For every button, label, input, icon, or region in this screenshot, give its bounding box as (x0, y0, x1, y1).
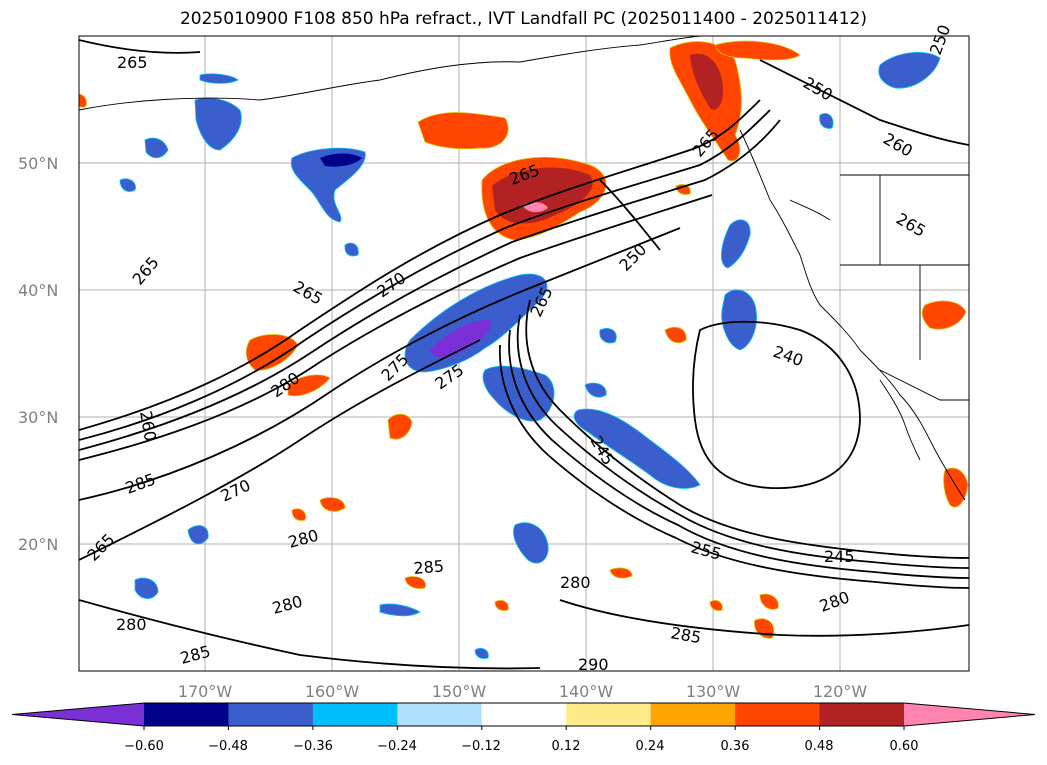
shaded-anomaly-field (79, 40, 969, 659)
positive-anomaly-region (609, 567, 633, 579)
negative-anomaly-region (144, 137, 169, 159)
negative-anomaly-region (721, 289, 757, 351)
contour-label: 285 (413, 556, 445, 578)
colorbar-tick-label: 0.48 (805, 739, 834, 754)
positive-anomaly-region (417, 112, 509, 150)
positive-anomaly-region (79, 93, 87, 108)
lat-label-50n: 50°N (18, 154, 58, 173)
colorbar-segment (144, 703, 229, 726)
positive-anomaly-region (759, 593, 779, 610)
negative-anomaly-core (430, 319, 491, 358)
colorbar-tick-label: −0.36 (293, 739, 333, 754)
latitude-labels: 50°N 40°N 30°N 20°N (18, 154, 58, 554)
positive-anomaly-region (319, 497, 346, 512)
negative-anomaly-region (599, 327, 617, 344)
negative-anomaly-region (290, 147, 366, 223)
positive-anomaly-region (291, 508, 307, 521)
negative-anomaly-region (474, 648, 489, 659)
positive-anomaly-region (943, 467, 969, 508)
lon-label-160w: 160°W (305, 682, 360, 701)
negative-anomaly-region (584, 382, 607, 398)
negative-anomaly-region (573, 408, 701, 489)
lon-label-130w: 130°W (686, 682, 741, 701)
positive-anomaly-region (404, 576, 426, 589)
positive-anomaly-region (709, 600, 723, 611)
positive-anomaly-core (690, 53, 724, 110)
colorbar-segment (312, 703, 398, 726)
colorbar-ticks (143, 726, 905, 730)
colorbar-segment (566, 703, 652, 726)
positive-anomaly-region (664, 326, 687, 344)
map-title: 2025010900 F108 850 hPa refract., IVT La… (179, 9, 867, 29)
positive-anomaly-region (921, 300, 967, 330)
colorbar-tick-label: −0.24 (377, 739, 417, 754)
colorbar-tick-label: 0.12 (552, 739, 581, 754)
colorbar-segment (397, 703, 483, 726)
lon-label-120w: 120°W (813, 682, 868, 701)
colorbar-segment (819, 703, 905, 726)
colorbar-tick-label: 0.36 (721, 739, 750, 754)
colorbar-tick-label: 0.60 (890, 739, 919, 754)
colorbar-tick-label: −0.48 (208, 739, 248, 754)
negative-anomaly-region (721, 219, 751, 269)
colorbar-tick-label: −0.12 (461, 739, 501, 754)
negative-anomaly-region (819, 113, 834, 129)
negative-anomaly-region (199, 73, 239, 84)
negative-anomaly-region (379, 603, 421, 617)
negative-anomaly-region (878, 52, 941, 89)
negative-anomaly-region (344, 242, 359, 257)
longitude-labels: 170°W 160°W 150°W 140°W 130°W 120°W (178, 682, 868, 701)
negative-anomaly-region (134, 577, 159, 599)
contour-lines (79, 39, 969, 670)
coastlines (79, 36, 969, 501)
colorbar-tick-label: −0.60 (124, 739, 164, 754)
positive-anomaly-region (287, 374, 331, 397)
colorbar-segment (650, 703, 736, 726)
positive-anomaly-region (387, 413, 413, 440)
colorbar-extend-max (904, 703, 1035, 726)
negative-anomaly-region (187, 525, 209, 545)
colorbar-tick-label: 0.24 (636, 739, 665, 754)
colorbar-extend-min (12, 703, 144, 726)
positive-anomaly-core (492, 167, 593, 224)
colorbar-segment (228, 703, 314, 726)
lat-label-30n: 30°N (18, 408, 58, 427)
negative-anomaly-region (194, 97, 242, 151)
contour-label: 280 (116, 615, 147, 634)
lat-label-40n: 40°N (18, 281, 58, 300)
colorbar: −0.60 −0.48 −0.36 −0.24 −0.12 0.12 0.24 … (11, 702, 1036, 754)
contour-label: 280 (560, 573, 591, 592)
map-frame (78, 35, 970, 672)
negative-anomaly-region (513, 522, 549, 564)
contour-label: 245 (824, 547, 855, 566)
positive-anomaly-region (714, 40, 801, 61)
lon-label-170w: 170°W (178, 682, 233, 701)
lon-label-150w: 150°W (432, 682, 487, 701)
negative-anomaly-region (119, 178, 136, 192)
positive-anomaly-region (245, 334, 299, 371)
positive-anomaly-region (494, 600, 509, 611)
colorbar-segments (11, 702, 1036, 727)
colorbar-segment (481, 703, 567, 726)
lat-label-20n: 20°N (18, 535, 58, 554)
negative-anomaly-core (320, 153, 362, 167)
contour-label: 290 (578, 655, 609, 674)
lon-label-140w: 140°W (559, 682, 614, 701)
contour-label: 265 (117, 53, 148, 72)
colorbar-segment (735, 703, 821, 726)
